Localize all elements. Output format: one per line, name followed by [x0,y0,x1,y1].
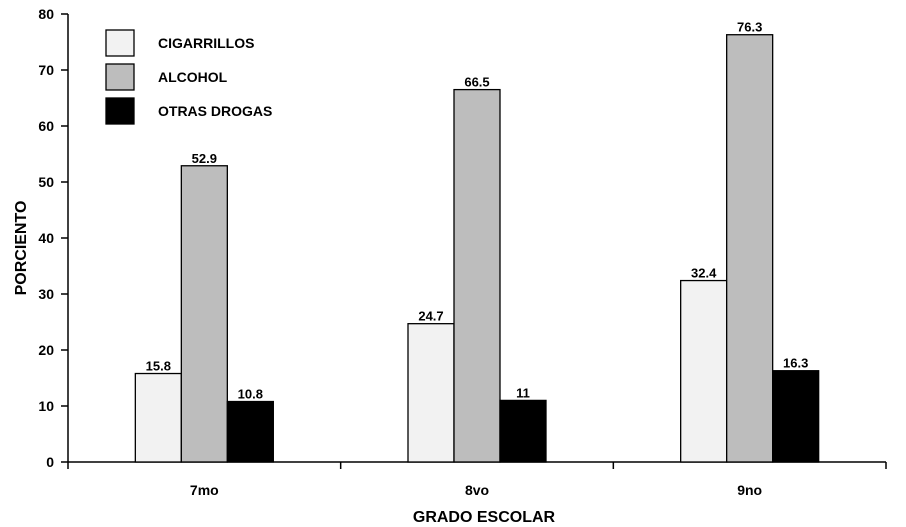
legend: CIGARRILLOS ALCOHOL OTRAS DROGAS [105,29,272,125]
x-category-label: 7mo [190,482,219,498]
data-label: 24.7 [418,309,443,324]
y-axis-title: PORCIENTO [13,201,30,296]
data-label: 16.3 [783,356,808,371]
y-tick-label: 30 [38,286,54,302]
y-tick-label: 60 [38,118,54,134]
data-label: 10.8 [238,387,263,402]
legend-label: OTRAS DROGAS [158,103,272,119]
data-label: 76.3 [737,20,762,35]
legend-label: CIGARRILLOS [158,35,254,51]
bars: 15.8 52.9 10.8 24.7 66.5 11 32.4 76.3 16.3 [134,20,820,463]
y-tick-label: 40 [38,230,54,246]
bar-otras-drogas [499,399,547,463]
bar-alcohol [180,165,228,463]
legend-swatch [105,29,135,57]
x-category-label: 8vo [465,482,489,498]
legend-swatch [105,97,135,125]
data-label: 52.9 [192,151,217,166]
legend-swatch [105,63,135,91]
x-category-label: 9no [737,482,762,498]
bar-cigarrillos [680,279,728,463]
x-axis: 7mo 8vo 9no [67,461,887,498]
y-axis: 0 10 20 30 40 50 60 70 80 [38,6,69,470]
data-label: 11 [516,385,530,400]
y-tick-label: 50 [38,174,54,190]
bar-cigarrillos [134,372,182,463]
y-tick-label: 0 [46,454,54,470]
data-label: 15.8 [146,359,171,374]
bar-otras-drogas [772,370,820,463]
data-label: 32.4 [691,266,717,281]
bar-cigarrillos [407,323,455,463]
bar-alcohol [453,88,501,463]
y-tick-label: 20 [38,342,54,358]
bar-otras-drogas [226,400,274,463]
bar-alcohol [726,34,774,463]
data-label: 66.5 [464,75,489,90]
y-tick-label: 10 [38,398,54,414]
x-axis-title: GRADO ESCOLAR [413,509,556,526]
legend-label: ALCOHOL [158,69,228,85]
y-tick-label: 80 [38,6,54,22]
y-tick-label: 70 [38,62,54,78]
